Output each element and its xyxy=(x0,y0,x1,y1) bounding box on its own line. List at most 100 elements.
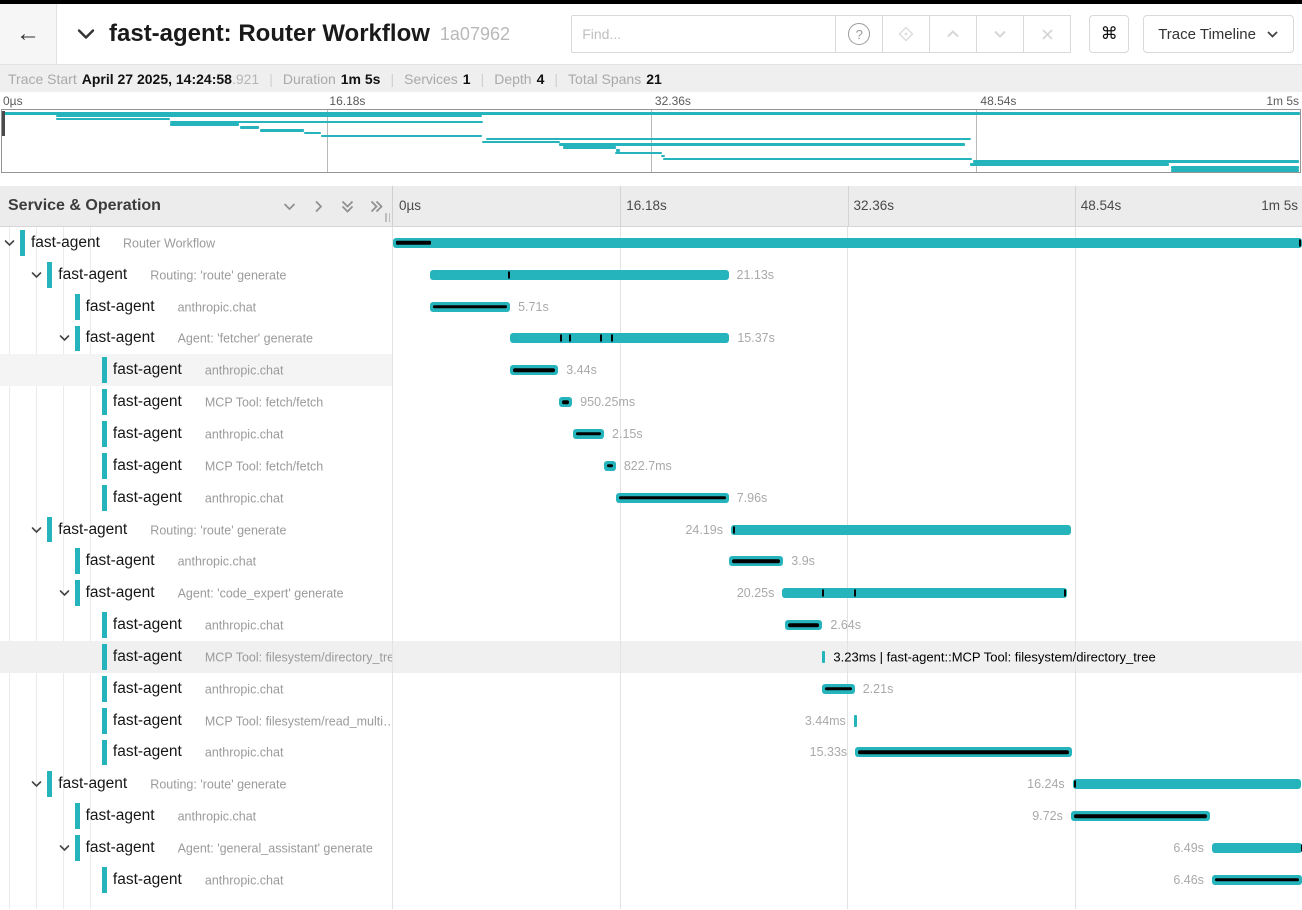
span-name-cell[interactable]: fast-agent anthropic.chat xyxy=(0,354,392,387)
expand-one-button[interactable] xyxy=(311,199,326,214)
span-bar-cell[interactable]: 6.49s xyxy=(392,832,1302,864)
span-expand-chevron[interactable] xyxy=(30,778,43,791)
minimap-left-scrubber[interactable] xyxy=(2,111,5,136)
back-button[interactable]: ← xyxy=(0,4,57,64)
span-name-cell[interactable]: fast-agent MCP Tool: fetch/fetch xyxy=(0,450,392,482)
span-bar-cell[interactable]: 2.64s xyxy=(392,609,1302,641)
span-expand-chevron[interactable] xyxy=(58,332,71,345)
span-row[interactable]: fast-agent Routing: 'route' generate 21.13… xyxy=(0,259,1302,291)
span-duration-bar[interactable] xyxy=(821,683,855,694)
span-expand-chevron[interactable] xyxy=(3,236,16,249)
span-name-cell[interactable]: fast-agent anthropic.chat xyxy=(0,609,392,641)
span-row[interactable]: fast-agent Agent: 'fetcher' generate 15.37… xyxy=(0,323,1302,355)
span-name-cell[interactable]: fast-agent MCP Tool: fetch/fetch xyxy=(0,386,392,418)
span-bar-cell[interactable]: 15.37s xyxy=(392,323,1302,355)
span-name-cell[interactable]: fast-agent Agent: 'general_assistant' gen… xyxy=(0,832,392,864)
span-name-cell[interactable]: fast-agent Agent: 'code_expert' generate xyxy=(0,577,392,609)
span-row[interactable]: fast-agent MCP Tool: filesystem/directory… xyxy=(0,640,1302,673)
keyboard-shortcuts-button[interactable]: ⌘ xyxy=(1089,15,1130,53)
clear-find-button[interactable] xyxy=(1024,15,1072,53)
span-bar-cell[interactable]: 9.72s xyxy=(392,800,1302,832)
trace-minimap[interactable] xyxy=(1,109,1301,173)
span-row[interactable]: fast-agent Router Workflow xyxy=(0,227,1302,259)
span-expand-chevron[interactable] xyxy=(30,268,43,281)
span-bar-cell[interactable]: 2.15s xyxy=(392,418,1302,450)
span-bar-cell[interactable]: 24.19s xyxy=(392,514,1302,546)
span-name-cell[interactable]: fast-agent anthropic.chat xyxy=(0,800,392,832)
span-row[interactable]: fast-agent anthropic.chat 15.33s xyxy=(0,737,1302,769)
collapse-trace-chevron[interactable] xyxy=(75,23,97,45)
collapse-all-button[interactable] xyxy=(340,199,355,214)
span-name-cell[interactable]: fast-agent Router Workflow xyxy=(0,227,392,259)
span-duration-bar[interactable] xyxy=(430,269,729,280)
span-row[interactable]: fast-agent MCP Tool: filesystem/read_mult… xyxy=(0,705,1302,737)
span-row[interactable]: fast-agent anthropic.chat 9.72s xyxy=(0,800,1302,832)
span-name-cell[interactable]: fast-agent anthropic.chat xyxy=(0,291,392,323)
span-duration-bar[interactable] xyxy=(510,365,559,376)
span-duration-bar[interactable] xyxy=(728,556,784,567)
span-bar-cell[interactable]: 15.33s xyxy=(392,737,1302,769)
span-duration-bar[interactable] xyxy=(615,492,729,503)
span-duration-bar[interactable] xyxy=(730,524,1072,535)
span-row[interactable]: fast-agent anthropic.chat 7.96s xyxy=(0,482,1302,514)
span-bar-cell[interactable]: 822.7ms xyxy=(392,450,1302,482)
span-row[interactable]: fast-agent anthropic.chat 2.15s xyxy=(0,418,1302,450)
span-bar-cell[interactable]: 950.25ms xyxy=(392,386,1302,418)
span-bar-cell[interactable] xyxy=(392,227,1302,259)
span-duration-bar[interactable] xyxy=(392,237,1302,248)
span-expand-chevron[interactable] xyxy=(58,841,71,854)
collapse-one-button[interactable] xyxy=(282,199,297,214)
span-row[interactable]: fast-agent anthropic.chat 3.44s xyxy=(0,354,1302,387)
span-duration-bar[interactable] xyxy=(782,588,1068,599)
prev-match-button[interactable] xyxy=(930,15,978,53)
span-duration-bar[interactable] xyxy=(604,460,616,471)
span-bar-cell[interactable]: 3.9s xyxy=(392,545,1302,577)
span-duration-bar[interactable] xyxy=(430,301,511,312)
span-bar-cell[interactable]: 6.46s xyxy=(392,864,1302,896)
span-bar-cell[interactable]: 16.24s xyxy=(392,768,1302,800)
focus-match-button[interactable] xyxy=(883,15,931,53)
span-duration-bar[interactable] xyxy=(510,333,730,344)
trace-view-selector[interactable]: Trace Timeline xyxy=(1143,15,1294,53)
span-name-cell[interactable]: fast-agent anthropic.chat xyxy=(0,482,392,514)
span-bar-cell[interactable]: 20.25s xyxy=(392,577,1302,609)
expand-all-button[interactable] xyxy=(369,199,384,214)
span-name-cell[interactable]: fast-agent anthropic.chat xyxy=(0,673,392,705)
span-name-cell[interactable]: fast-agent anthropic.chat xyxy=(0,545,392,577)
span-bar-cell[interactable]: 7.96s xyxy=(392,482,1302,514)
span-name-cell[interactable]: fast-agent anthropic.chat xyxy=(0,864,392,896)
span-bar-cell[interactable]: 21.13s xyxy=(392,259,1302,291)
span-row[interactable]: fast-agent Routing: 'route' generate 16.24… xyxy=(0,768,1302,800)
span-bar-cell[interactable]: 5.71s xyxy=(392,291,1302,323)
span-name-cell[interactable]: fast-agent anthropic.chat xyxy=(0,737,392,769)
span-bar-cell[interactable]: 3.23ms | fast-agent::MCP Tool: filesyste… xyxy=(392,641,1302,673)
find-help-button[interactable]: ? xyxy=(836,15,884,53)
span-name-cell[interactable]: fast-agent MCP Tool: filesystem/directory… xyxy=(0,641,392,673)
span-duration-bar[interactable] xyxy=(822,650,826,663)
span-name-cell[interactable]: fast-agent Routing: 'route' generate xyxy=(0,259,392,291)
span-duration-bar[interactable] xyxy=(558,397,573,408)
span-duration-bar[interactable] xyxy=(785,620,823,631)
span-duration-bar[interactable] xyxy=(573,428,605,439)
span-row[interactable]: fast-agent Agent: 'general_assistant' gen… xyxy=(0,832,1302,864)
span-duration-bar[interactable] xyxy=(1211,842,1302,853)
span-bar-cell[interactable]: 3.44s xyxy=(392,354,1302,386)
span-duration-bar[interactable] xyxy=(855,747,1072,758)
span-bar-cell[interactable]: 3.44ms xyxy=(392,705,1302,737)
span-row[interactable]: fast-agent anthropic.chat 6.46s xyxy=(0,864,1302,896)
span-row[interactable]: fast-agent Agent: 'code_expert' generate 2… xyxy=(0,577,1302,609)
span-row[interactable]: fast-agent anthropic.chat 2.21s xyxy=(0,673,1302,705)
span-expand-chevron[interactable] xyxy=(30,523,43,536)
find-input[interactable] xyxy=(571,15,837,53)
span-row[interactable]: fast-agent MCP Tool: fetch/fetch 950.25ms xyxy=(0,386,1302,418)
span-name-cell[interactable]: fast-agent MCP Tool: filesystem/read_mult… xyxy=(0,705,392,737)
span-row[interactable]: fast-agent anthropic.chat 2.64s xyxy=(0,609,1302,641)
span-name-cell[interactable]: fast-agent anthropic.chat xyxy=(0,418,392,450)
column-resize-grip[interactable] xyxy=(385,213,390,222)
span-row[interactable]: fast-agent anthropic.chat 5.71s xyxy=(0,291,1302,323)
span-duration-bar[interactable] xyxy=(1070,811,1211,822)
span-name-cell[interactable]: fast-agent Routing: 'route' generate xyxy=(0,514,392,546)
span-name-cell[interactable]: fast-agent Routing: 'route' generate xyxy=(0,768,392,800)
span-bar-cell[interactable]: 2.21s xyxy=(392,673,1302,705)
span-duration-bar[interactable] xyxy=(853,714,857,727)
